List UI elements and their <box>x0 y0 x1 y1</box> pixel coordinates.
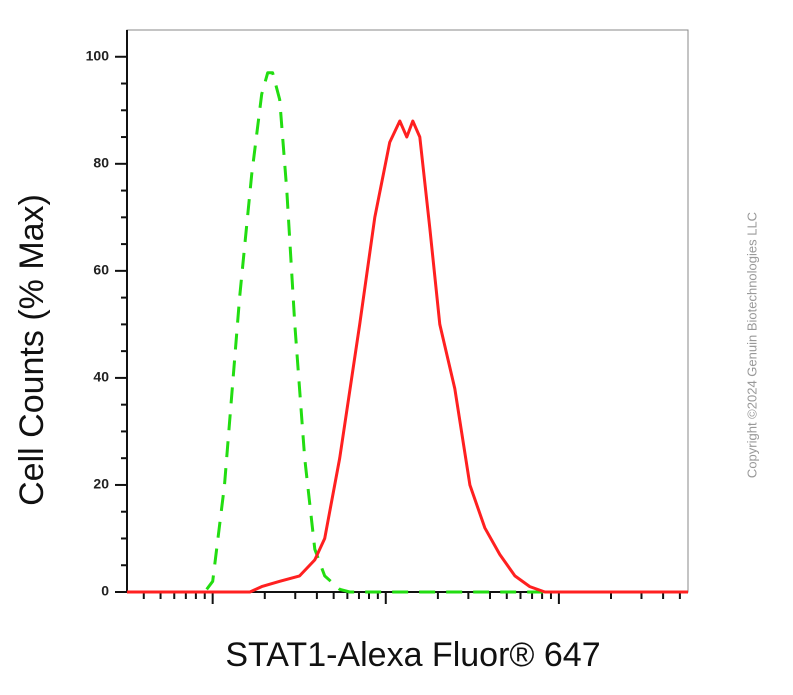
series-line <box>127 119 688 594</box>
series-line <box>127 71 688 594</box>
plot-frame <box>126 29 689 593</box>
y-tick-label: 0 <box>101 583 109 599</box>
y-tick-label: 20 <box>93 476 109 492</box>
watermark: Copyright ©2024 Genuin Biotechnologies L… <box>744 212 759 478</box>
y-tick-label: 80 <box>93 155 109 171</box>
x-axis-label: STAT1-Alexa Fluor® 647 <box>225 636 600 674</box>
y-tick-label: 40 <box>93 369 109 385</box>
y-tick-label: 60 <box>93 262 109 278</box>
y-tick-label: 100 <box>86 47 110 63</box>
y-axis-label: Cell Counts (% Max) <box>13 194 51 506</box>
